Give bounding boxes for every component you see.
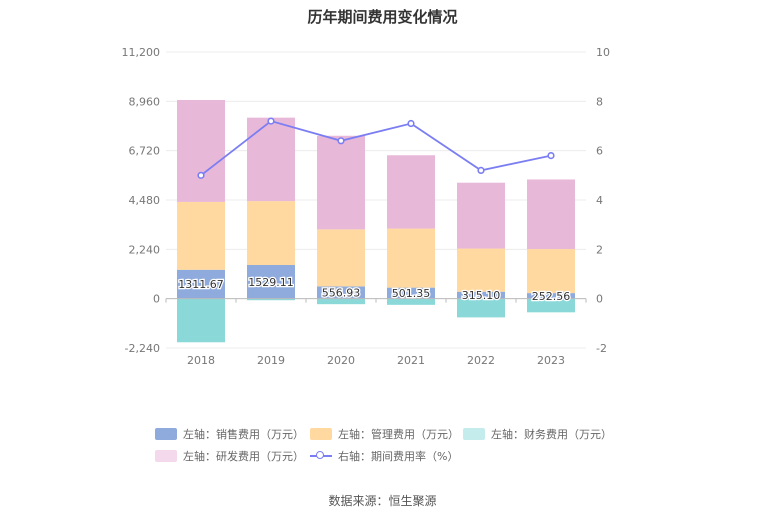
data-label-sales: 501.35 [392, 287, 431, 300]
bar-admin [317, 229, 365, 287]
bar-sales [247, 264, 295, 299]
legend-swatch-rnd [155, 450, 177, 462]
chart-title: 历年期间费用变化情况 [307, 8, 458, 26]
point-expense-rate [477, 166, 485, 174]
bar-rnd [457, 182, 505, 249]
point-expense-rate [267, 117, 275, 125]
line-expense-rate [200, 120, 552, 177]
bar-admin [387, 228, 435, 288]
bar-finance [177, 298, 225, 343]
legend-swatch-sales [155, 428, 177, 440]
x-axis-tick-label: 2021 [397, 354, 425, 367]
left-axis-tick-label: 11,200 [122, 46, 161, 59]
bar-admin [527, 249, 575, 294]
bar-sales [177, 269, 225, 299]
data-label-sales: 252.56 [532, 290, 571, 303]
point-expense-rate [197, 171, 205, 179]
left-axis-tick-label: 4,480 [129, 194, 161, 207]
legend-label-sales: 左轴：销售费用（万元） [183, 428, 304, 441]
bar-rnd [177, 99, 225, 202]
bar-finance [387, 298, 435, 305]
point-expense-rate [407, 119, 415, 128]
right-axis-tick-label: 8 [596, 95, 603, 108]
legend-label-rnd: 左轴：研发费用（万元） [183, 450, 304, 463]
right-axis-tick-label: 6 [596, 145, 603, 158]
data-label-sales: 1529.11 [248, 276, 294, 289]
point-expense-rate [547, 152, 555, 160]
data-source-note: 数据来源：恒生聚源 [328, 494, 437, 508]
right-axis-tick-label: 2 [596, 243, 603, 256]
bar-admin [177, 201, 225, 270]
data-label-sales: 556.93 [322, 287, 361, 300]
bar-rnd [527, 179, 575, 250]
bar-finance [317, 298, 365, 305]
bar-admin [457, 248, 505, 292]
left-axis-tick-label: 2,240 [129, 243, 161, 256]
data-label-sales: 1311.67 [178, 278, 224, 291]
bar-sales [387, 287, 435, 299]
x-axis-tick-label: 2018 [187, 354, 215, 367]
left-axis-tick-label: 0 [153, 293, 160, 306]
bar-sales [527, 293, 575, 299]
bar-sales [317, 286, 365, 299]
legend-label-admin: 左轴：管理费用（万元） [338, 428, 459, 441]
bar-sales [457, 291, 505, 299]
x-axis-tick-label: 2022 [467, 354, 495, 367]
legend-item-rnd[interactable]: 左轴：研发费用（万元） [155, 448, 304, 464]
legend-label-finance: 左轴：财务费用（万元） [491, 428, 612, 441]
legend-item-admin[interactable]: 左轴：管理费用（万元） [310, 426, 459, 442]
x-axis-tick-label: 2023 [537, 354, 565, 367]
right-axis-tick-label: 0 [596, 293, 603, 306]
legend-swatch-finance [463, 428, 485, 440]
bar-rnd [387, 155, 435, 229]
left-axis-tick-label: 8,960 [129, 95, 161, 108]
x-axis-tick-label: 2019 [257, 354, 285, 367]
bar-rnd [317, 135, 365, 230]
point-expense-rate [337, 137, 345, 145]
right-axis-tick-label: 10 [596, 46, 610, 59]
bar-rnd [247, 117, 295, 202]
legend-item-finance[interactable]: 左轴：财务费用（万元） [463, 426, 612, 442]
legend-item-sales[interactable]: 左轴：销售费用（万元） [155, 426, 304, 442]
bar-finance [527, 298, 575, 313]
legend-swatch-admin [310, 428, 332, 440]
legend-label-expense-rate: 右轴：期间费用率（%） [338, 450, 459, 463]
left-axis-tick-label: -2,240 [125, 342, 160, 355]
bar-admin [247, 201, 295, 265]
legend-swatch-expense-rate [310, 450, 332, 462]
bar-finance [457, 298, 505, 318]
right-axis-tick-label: 4 [596, 194, 603, 207]
bar-finance [247, 298, 295, 301]
left-axis-tick-label: 6,720 [129, 145, 161, 158]
data-label-sales: 315.10 [462, 289, 501, 302]
x-axis-tick-label: 2020 [327, 354, 355, 367]
right-axis-tick-label: -2 [596, 342, 607, 355]
legend-item-expense-rate[interactable]: 右轴：期间费用率（%） [310, 448, 458, 464]
